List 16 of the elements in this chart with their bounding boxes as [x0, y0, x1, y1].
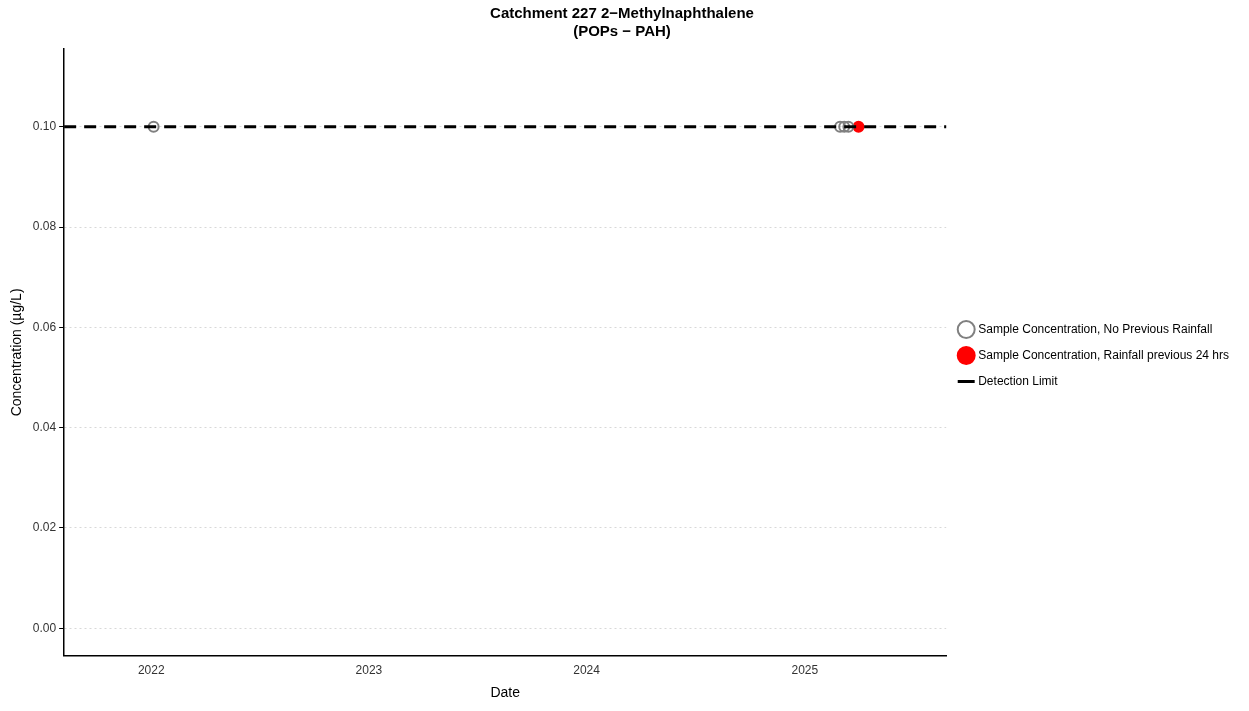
y-tick-label: 0.08 [32, 219, 57, 234]
y-tick-label: 0.00 [32, 620, 57, 635]
y-axis-title: Concentration (µg/L) [8, 288, 25, 417]
chart-title: Catchment 227 2−Methylnaphthalene (POPs − PAH) [490, 4, 754, 40]
y-tick-label: 0.10 [32, 119, 57, 134]
y-tick-label: 0.06 [32, 319, 57, 334]
legend-label: Sample Concentration, Rainfall previous 24 hrs [978, 347, 1230, 362]
x-tick-label: 2023 [355, 663, 383, 678]
x-tick-label: 2022 [137, 663, 165, 678]
y-tick-label: 0.02 [32, 520, 57, 535]
y-tick-label: 0.04 [32, 419, 57, 434]
x-axis-title: Date [490, 684, 521, 701]
x-tick-label: 2024 [573, 663, 601, 678]
legend-label: Sample Concentration, No Previous Rainfall [978, 321, 1213, 336]
x-tick-label: 2025 [791, 663, 819, 678]
legend-label: Detection Limit [978, 373, 1059, 388]
